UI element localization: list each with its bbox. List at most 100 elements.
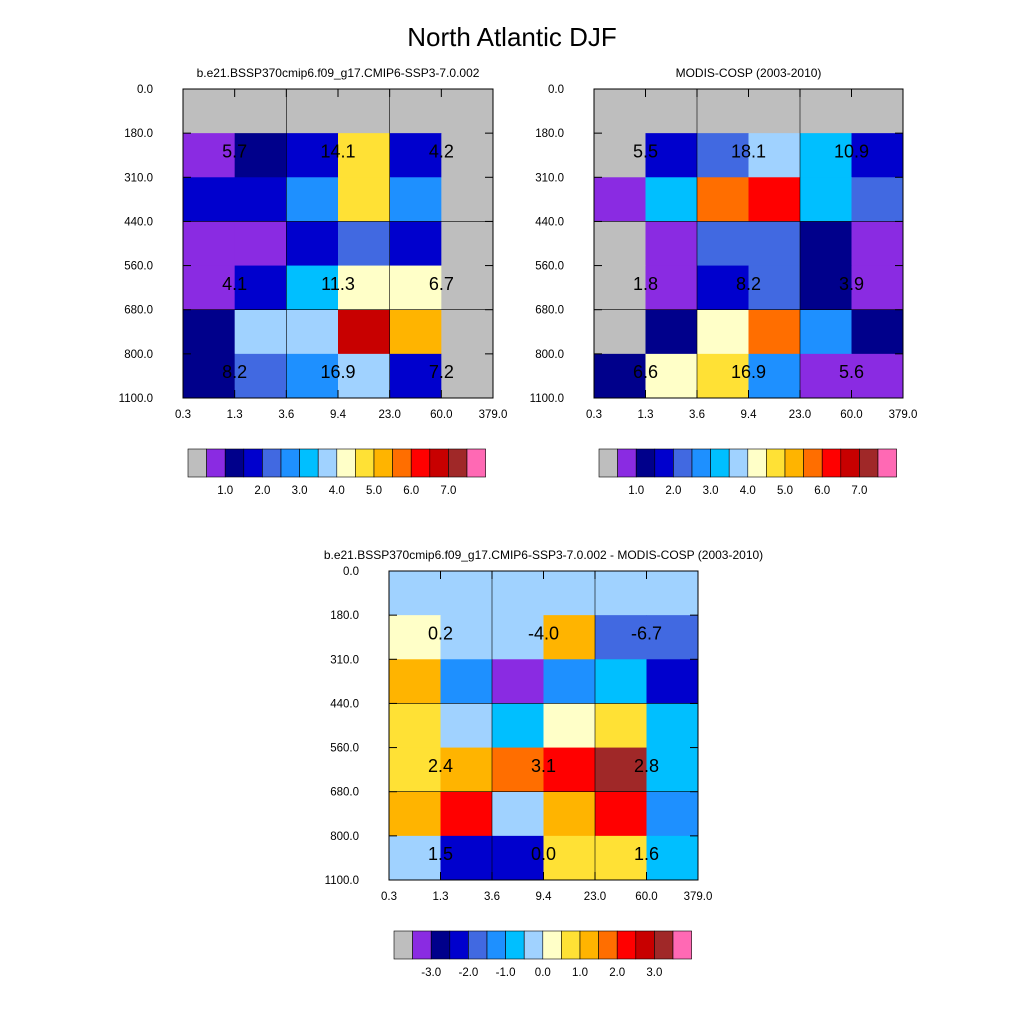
heatmap-cell xyxy=(338,265,391,311)
x-tick-label: 379.0 xyxy=(889,409,918,421)
x-tick-label: 0.3 xyxy=(381,891,397,903)
heatmap-cell xyxy=(645,89,698,134)
colorbar-tick-label: 7.0 xyxy=(851,485,867,497)
cell-annotation: 11.3 xyxy=(321,274,355,294)
heatmap-cell xyxy=(441,89,494,134)
colorbar-tick-label: 5.0 xyxy=(777,485,793,497)
colorbar-tick-label: 5.0 xyxy=(366,485,382,497)
heatmap-cell xyxy=(748,89,801,134)
colorbar-box xyxy=(673,448,693,478)
colorbar-box xyxy=(542,930,562,960)
heatmap-cell xyxy=(646,747,699,793)
colorbar-tick-label: 3.0 xyxy=(703,485,719,497)
colorbar-box xyxy=(635,930,655,960)
heatmap-cell xyxy=(851,309,904,355)
colorbar-box xyxy=(449,930,469,960)
heatmap-cell xyxy=(183,177,236,222)
cell-annotation: 5.5 xyxy=(633,141,658,161)
colorbar-box xyxy=(206,448,226,478)
panel-title: b.e21.BSSP370cmip6.f09_g17.CMIP6-SSP3-7.… xyxy=(197,66,480,80)
heatmap-cell xyxy=(440,659,493,704)
heatmap-cell xyxy=(697,221,749,267)
heatmap-cell xyxy=(441,177,494,222)
heatmap-cell xyxy=(286,265,339,311)
colorbar-tick-label: 2.0 xyxy=(665,485,681,497)
heatmap-cell xyxy=(645,133,698,178)
cell-annotation: 0.2 xyxy=(428,623,453,643)
heatmap-cell xyxy=(543,835,596,881)
heatmap-cell xyxy=(492,571,544,616)
heatmap-cell xyxy=(594,309,646,355)
y-tick-label: 0.0 xyxy=(548,84,564,96)
heatmap-cell xyxy=(595,659,647,704)
x-tick-label: 60.0 xyxy=(635,891,657,903)
cell-annotation: 14.1 xyxy=(320,141,355,161)
colorbar-tick-label: 2.0 xyxy=(609,967,625,979)
colorbar-obs: 1.0 2.0 3.0 4.0 5.0 6.0 7.0 xyxy=(598,448,897,497)
heatmap-cell xyxy=(338,89,391,134)
cell-annotation: 18.1 xyxy=(731,141,766,161)
x-tick-label: 23.0 xyxy=(789,409,811,421)
panel-model: b.e21.BSSP370cmip6.f09_g17.CMIP6-SSP3-7.… xyxy=(119,66,508,421)
x-tick-label: 3.6 xyxy=(278,409,294,421)
heatmap-cell xyxy=(646,703,699,749)
heatmap-cell xyxy=(389,835,441,881)
heatmap-cell xyxy=(286,221,339,267)
y-tick-label: 560.0 xyxy=(330,743,359,755)
colorbar-tick-label: 4.0 xyxy=(740,485,756,497)
cell-annotation: -6.7 xyxy=(631,623,662,643)
heatmap-cell xyxy=(441,265,494,311)
cell-annotation: 6.7 xyxy=(429,274,454,294)
heatmap-cell xyxy=(234,265,287,311)
heatmap-cell xyxy=(389,703,441,749)
cell-annotation: 5.6 xyxy=(839,362,864,382)
heatmap-cell xyxy=(441,133,494,178)
heatmap-cell xyxy=(645,177,698,222)
cell-annotation: 8.2 xyxy=(736,274,761,294)
colorbar-box xyxy=(877,448,897,478)
y-tick-label: 680.0 xyxy=(330,787,359,799)
colorbar-tick-label: 1.0 xyxy=(628,485,644,497)
x-tick-label: 1.3 xyxy=(433,891,449,903)
heatmap-cell xyxy=(800,89,852,134)
heatmap-cell xyxy=(440,703,493,749)
x-tick-label: 1.3 xyxy=(227,409,243,421)
colorbar-box xyxy=(635,448,656,478)
heatmap-cell xyxy=(234,89,287,134)
heatmap-cell xyxy=(389,265,442,311)
cell-annotation: 2.8 xyxy=(634,756,659,776)
heatmap-cell xyxy=(800,177,852,222)
colorbar-tick-label: 3.0 xyxy=(646,967,662,979)
heatmap-cell xyxy=(800,265,852,311)
heatmap-cell xyxy=(800,309,852,355)
y-tick-label: 560.0 xyxy=(124,261,153,273)
heatmap-cell xyxy=(389,747,441,793)
heatmap-cell xyxy=(492,791,544,837)
heatmap-cell xyxy=(851,265,904,311)
heatmap-cell xyxy=(595,835,647,881)
heatmap-cell xyxy=(440,747,493,793)
y-tick-label: 0.0 xyxy=(137,84,153,96)
heatmap-cell xyxy=(594,221,646,267)
heatmap-cell xyxy=(440,835,493,881)
heatmap-cell xyxy=(646,835,699,881)
y-tick-label: 680.0 xyxy=(124,305,153,317)
colorbar-tick-label: 7.0 xyxy=(440,485,456,497)
heatmap-cell xyxy=(492,835,544,881)
heatmap-cell xyxy=(234,221,287,267)
cell-annotation: 1.8 xyxy=(633,274,658,294)
cell-annotation: 8.2 xyxy=(222,362,247,382)
heatmap-cell xyxy=(183,309,236,355)
figure-title: North Atlantic DJF xyxy=(407,22,617,52)
colorbar-tick-label: 1.0 xyxy=(572,967,588,979)
heatmap-cell xyxy=(594,265,646,311)
heatmap-cell xyxy=(851,133,904,178)
heatmap-cell xyxy=(183,221,236,267)
y-tick-label: 680.0 xyxy=(535,305,564,317)
heatmap-cell xyxy=(338,353,391,399)
cell-annotation: 4.1 xyxy=(222,274,247,294)
colorbar-box xyxy=(505,930,525,960)
y-tick-label: 1100.0 xyxy=(119,393,153,405)
heatmap-cell xyxy=(492,659,544,704)
